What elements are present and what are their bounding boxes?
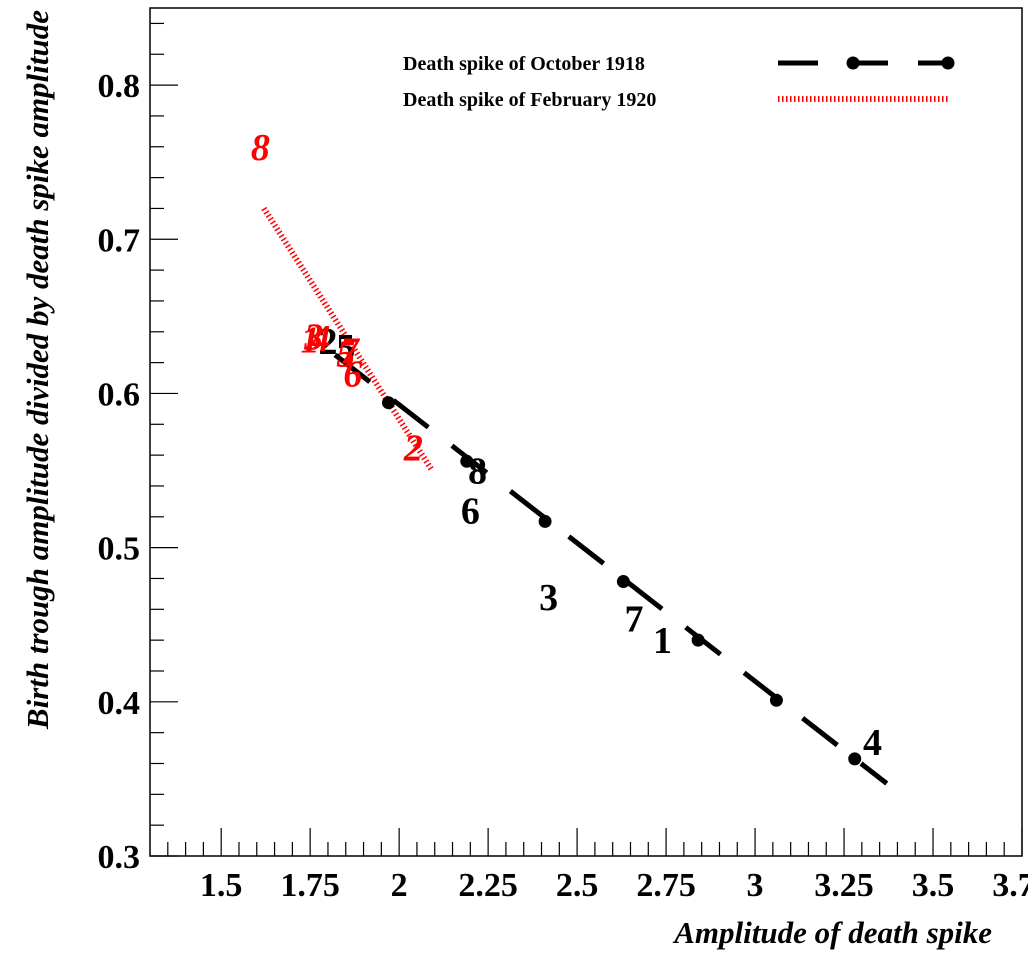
- point-label-oct-1918: 7: [625, 599, 644, 641]
- point-label-feb-1920: 8: [251, 127, 270, 169]
- legend-label-oct-1918: Death spike of October 1918: [403, 53, 645, 75]
- fit-line-oct-1918: [333, 352, 889, 786]
- y-tick-label: 0.8: [98, 68, 141, 105]
- plot-frame: [149, 7, 1023, 857]
- marker-oct-1918: [460, 454, 474, 468]
- marker-oct-1918: [769, 693, 783, 707]
- y-tick-label: 0.4: [98, 685, 141, 722]
- y-tick-label: 0.6: [98, 376, 141, 413]
- x-tick-label: 1.5: [200, 867, 243, 904]
- tick-labels: 1.5 1.75 2 2.25 2.5 2.75 3 3.25 3.5 3.75 0.3 0.4 0.5…: [98, 68, 1028, 904]
- point-label-oct-1918: 3: [539, 577, 558, 619]
- axis-ticks: [150, 22, 1023, 857]
- point-label-feb-1920: 7: [340, 330, 361, 372]
- x-tick-label: 2: [391, 867, 408, 904]
- marker-oct-1918: [381, 396, 395, 410]
- point-label-oct-1918: 8: [468, 451, 487, 493]
- x-tick-label: 3.75: [992, 867, 1028, 904]
- point-label-feb-1920: 6: [343, 353, 362, 395]
- legend: Death spike of October 1918 Death spike o…: [403, 53, 955, 111]
- y-tick-label: 0.3: [98, 839, 141, 876]
- x-tick-label: 2.5: [556, 867, 599, 904]
- point-label-oct-1918: 6: [461, 491, 480, 533]
- marker-oct-1918: [848, 752, 862, 766]
- point-label-feb-1920: 5: [336, 333, 355, 375]
- point-label-feb-1920: 3: [303, 316, 323, 358]
- legend-marker-oct-1918: [846, 56, 860, 70]
- point-label-oct-1918: 1: [653, 620, 672, 662]
- legend-marker-oct-1918: [941, 56, 955, 70]
- fit-lines: [261, 206, 889, 786]
- point-label-feb-1920: 2: [403, 427, 423, 469]
- y-tick-label: 0.5: [98, 531, 141, 568]
- y-axis-title: Birth trough amplitude divided by death …: [20, 10, 55, 730]
- x-tick-label: 3.25: [814, 867, 874, 904]
- point-label-oct-1918: 5: [336, 327, 355, 369]
- legend-label-feb-1920: Death spike of February 1920: [403, 89, 656, 111]
- x-tick-label: 2.25: [458, 867, 518, 904]
- point-label-feb-1920: 1: [301, 319, 320, 361]
- point-label-oct-1918: 4: [863, 722, 882, 764]
- marker-oct-1918: [538, 514, 552, 528]
- point-label-oct-1918: 2: [318, 321, 337, 363]
- x-tick-label: 1.75: [280, 867, 340, 904]
- point-label-feb-1920: 4: [310, 318, 330, 360]
- series-markers: [381, 396, 862, 766]
- marker-oct-1918: [616, 575, 630, 589]
- x-tick-label: 3.5: [912, 867, 955, 904]
- x-tick-label: 2.75: [636, 867, 696, 904]
- y-tick-label: 0.7: [98, 222, 141, 259]
- x-axis-title: Amplitude of death spike: [672, 915, 992, 950]
- x-tick-label: 3: [747, 867, 764, 904]
- marker-oct-1918: [691, 633, 705, 647]
